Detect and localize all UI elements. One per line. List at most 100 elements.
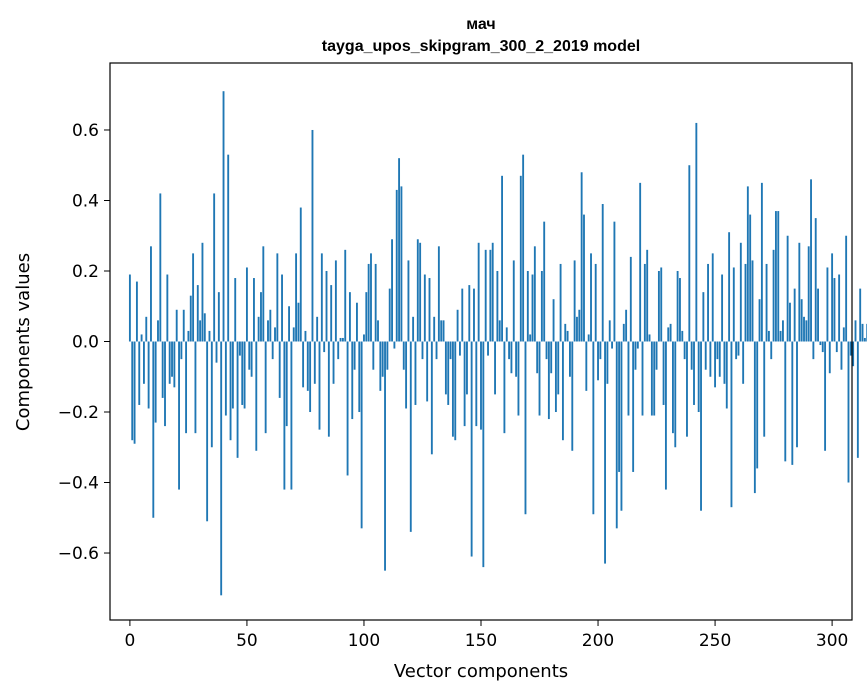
- bar: [814, 218, 817, 342]
- bar: [845, 235, 848, 342]
- bar: [746, 186, 749, 342]
- bar: [739, 242, 742, 342]
- bar: [863, 337, 866, 342]
- bar: [704, 341, 707, 370]
- bar: [437, 246, 440, 342]
- bar: [657, 270, 660, 342]
- bar: [494, 341, 496, 395]
- bar: [716, 341, 719, 360]
- bar: [798, 242, 801, 342]
- bar: [262, 246, 265, 342]
- bar: [512, 260, 515, 342]
- bar: [529, 334, 532, 342]
- x-axis-label: Vector components: [394, 661, 568, 682]
- bar: [767, 330, 770, 342]
- bar: [388, 288, 391, 342]
- bar: [667, 327, 670, 342]
- bar: [344, 249, 347, 342]
- bar: [278, 341, 281, 398]
- bar: [152, 341, 155, 518]
- bar: [749, 214, 752, 342]
- bar: [765, 263, 768, 342]
- bar: [838, 274, 841, 342]
- bar: [320, 253, 323, 342]
- bar: [299, 207, 302, 342]
- bar: [210, 341, 213, 448]
- bar: [187, 330, 190, 342]
- bar: [772, 249, 775, 342]
- bar: [849, 341, 852, 356]
- bar: [737, 341, 740, 356]
- bar: [653, 341, 656, 416]
- bar: [311, 129, 314, 342]
- bar: [634, 341, 637, 370]
- bar: [672, 341, 674, 434]
- bar: [597, 341, 599, 381]
- bar: [276, 253, 279, 342]
- bar: [316, 316, 319, 342]
- bar: [559, 263, 562, 342]
- bar: [538, 341, 541, 416]
- bar: [585, 341, 588, 391]
- bar: [245, 267, 248, 342]
- bar: [358, 341, 361, 413]
- bar: [508, 341, 511, 360]
- bar: [154, 341, 157, 423]
- y-tick-label: −0.6: [58, 544, 99, 564]
- bar: [660, 267, 663, 342]
- bar: [751, 260, 754, 342]
- bar: [800, 299, 803, 342]
- bar: [334, 260, 337, 342]
- bar: [332, 341, 335, 384]
- bar: [419, 242, 422, 342]
- bar: [763, 341, 766, 437]
- bar: [451, 341, 454, 437]
- bar: [138, 341, 141, 405]
- bar: [735, 341, 738, 360]
- bar: [639, 182, 642, 342]
- bar: [711, 253, 714, 342]
- bar: [325, 270, 328, 342]
- bar: [348, 292, 351, 342]
- bar: [444, 341, 447, 395]
- bar: [519, 175, 522, 342]
- bar: [297, 302, 300, 342]
- bar: [466, 341, 468, 395]
- bar: [393, 341, 396, 349]
- bar: [395, 189, 398, 342]
- bar: [168, 341, 171, 384]
- bar: [470, 341, 473, 557]
- bar: [489, 249, 492, 342]
- bar: [690, 341, 693, 370]
- bar: [779, 330, 782, 342]
- bar: [285, 341, 288, 427]
- bar: [826, 267, 829, 342]
- bar: [449, 341, 452, 360]
- bar: [622, 323, 625, 342]
- bar: [327, 341, 330, 437]
- bar: [363, 334, 365, 342]
- bar: [543, 221, 546, 342]
- bar: [447, 341, 450, 405]
- y-tick-label: 0.6: [72, 121, 99, 141]
- bar: [309, 341, 312, 413]
- y-tick-label: 0.0: [72, 333, 99, 353]
- bar: [140, 334, 143, 342]
- bar: [482, 341, 485, 568]
- bar: [793, 288, 796, 342]
- bar: [238, 341, 241, 356]
- bar: [180, 341, 183, 360]
- bar: [159, 193, 162, 342]
- bar: [564, 323, 567, 342]
- bar: [732, 267, 735, 342]
- bar: [847, 341, 850, 483]
- bar: [416, 239, 419, 342]
- bar: [608, 320, 611, 342]
- bar: [807, 246, 810, 342]
- bar: [686, 341, 688, 437]
- bar: [774, 211, 777, 342]
- bar: [496, 270, 499, 342]
- bar: [625, 309, 628, 342]
- bar: [231, 341, 234, 409]
- bar: [241, 341, 244, 405]
